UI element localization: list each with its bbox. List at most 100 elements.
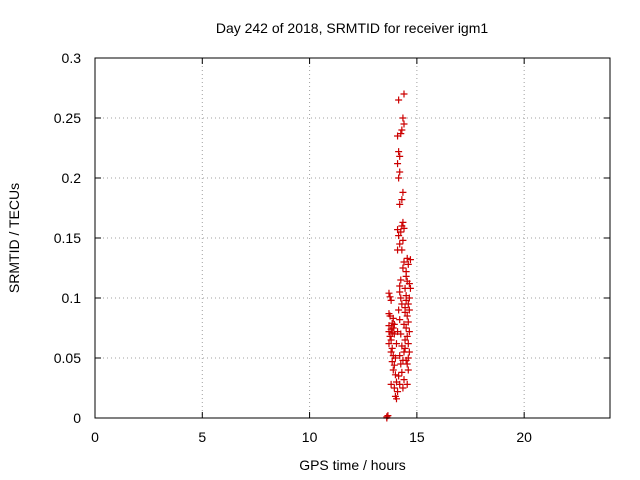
axis-ticks: 0 5 10 15 20 0 0.05 0.1 0.15 0.2 0.25 0.3 xyxy=(54,50,610,445)
data-point xyxy=(395,96,403,104)
data-point xyxy=(395,306,403,314)
data-point xyxy=(400,258,408,266)
data-point xyxy=(402,324,410,332)
data-point xyxy=(404,300,412,308)
y-tick-label: 0.25 xyxy=(54,110,81,126)
data-point xyxy=(404,260,412,268)
data-point xyxy=(403,254,411,262)
data-point xyxy=(394,132,402,140)
data-point xyxy=(396,288,404,296)
data-point xyxy=(400,376,408,384)
data-point xyxy=(390,361,398,369)
data-point xyxy=(400,320,408,328)
y-tick-label: 0.05 xyxy=(54,350,81,366)
data-point xyxy=(386,332,394,340)
data-point xyxy=(390,320,398,328)
data-point xyxy=(404,318,412,326)
data-point xyxy=(399,218,407,226)
data-point xyxy=(403,332,411,340)
data-point xyxy=(395,174,403,182)
y-tick-label: 0.15 xyxy=(54,230,81,246)
data-point xyxy=(406,284,414,292)
data-point xyxy=(385,328,393,336)
x-tick-label: 10 xyxy=(302,429,318,445)
data-point xyxy=(406,256,414,264)
data-point xyxy=(389,366,397,374)
data-point xyxy=(405,348,413,356)
data-point xyxy=(396,316,404,324)
data-point xyxy=(400,224,408,232)
data-point xyxy=(388,344,396,352)
data-point xyxy=(403,277,411,285)
data-point xyxy=(392,395,400,403)
data-points xyxy=(383,90,414,422)
data-point xyxy=(396,168,404,176)
data-point xyxy=(401,336,409,344)
x-tick-label: 0 xyxy=(91,429,99,445)
data-point xyxy=(403,360,411,368)
data-point xyxy=(387,296,395,304)
data-point xyxy=(392,340,400,348)
data-point xyxy=(404,340,412,348)
data-point xyxy=(386,293,394,301)
data-point xyxy=(403,380,411,388)
data-point xyxy=(396,152,404,160)
data-point xyxy=(398,368,406,376)
data-point xyxy=(388,358,396,366)
data-point xyxy=(387,380,395,388)
x-tick-label: 15 xyxy=(409,429,425,445)
data-point xyxy=(400,90,408,98)
data-point xyxy=(387,348,395,356)
y-tick-label: 0 xyxy=(73,410,81,426)
data-point xyxy=(389,324,397,332)
data-point xyxy=(394,388,402,396)
data-point xyxy=(387,336,395,344)
data-point xyxy=(396,380,404,388)
data-point xyxy=(399,236,407,244)
data-point xyxy=(401,304,409,312)
data-point xyxy=(391,371,399,379)
data-point xyxy=(398,126,406,134)
data-point xyxy=(399,114,407,122)
data-point xyxy=(405,306,413,314)
data-point xyxy=(395,372,403,380)
data-point xyxy=(391,354,399,362)
data-point xyxy=(389,314,397,322)
y-tick-label: 0.1 xyxy=(62,290,82,306)
data-point xyxy=(394,246,402,254)
data-point xyxy=(404,366,412,374)
data-point xyxy=(396,352,404,360)
chart-title: Day 242 of 2018, SRMTID for receiver igm… xyxy=(216,20,489,36)
data-point xyxy=(399,264,407,272)
data-point xyxy=(396,240,404,248)
data-point xyxy=(395,148,403,156)
x-tick-label: 20 xyxy=(516,429,532,445)
data-point xyxy=(396,200,404,208)
data-point xyxy=(397,330,405,338)
grid-layer xyxy=(95,58,610,418)
data-point xyxy=(398,196,406,204)
data-point xyxy=(395,232,403,240)
y-tick-label: 0.2 xyxy=(62,170,82,186)
data-point xyxy=(402,356,410,364)
x-tick-label: 5 xyxy=(198,429,206,445)
data-point xyxy=(385,340,393,348)
data-point xyxy=(394,160,402,168)
data-point xyxy=(400,120,408,128)
data-point xyxy=(390,384,398,392)
x-axis-title: GPS time / hours xyxy=(299,457,406,473)
data-point xyxy=(397,294,405,302)
data-point xyxy=(399,384,407,392)
data-point xyxy=(402,292,410,300)
data-point xyxy=(396,282,404,290)
data-point xyxy=(402,268,410,276)
data-point xyxy=(394,226,402,234)
data-point xyxy=(385,289,393,297)
y-tick-label: 0.3 xyxy=(62,50,82,66)
data-point xyxy=(397,360,405,368)
data-point xyxy=(398,300,406,308)
data-point xyxy=(405,328,413,336)
data-point xyxy=(403,312,411,320)
